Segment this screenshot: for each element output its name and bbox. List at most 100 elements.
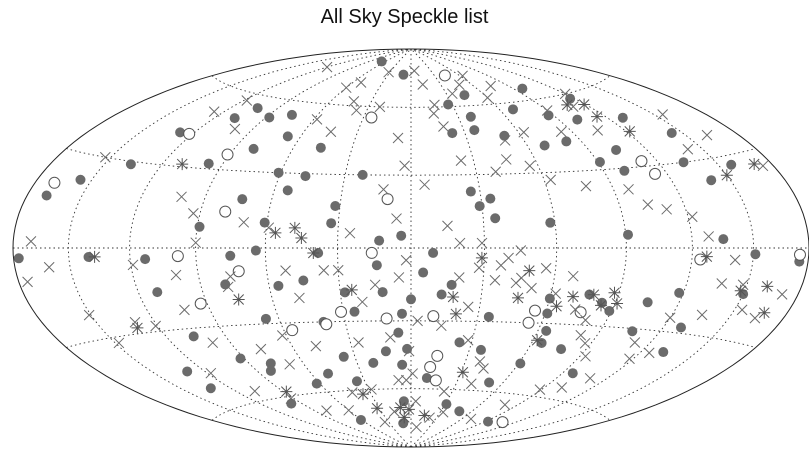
open-circle-point [649,167,662,180]
cross-point [383,66,394,78]
filled-circle-point [248,143,259,154]
filled-circle-point [619,165,630,176]
open-circle-point [635,155,648,168]
filled-circle-point [421,373,432,384]
cross-point [25,235,37,247]
cross-point [541,105,553,116]
cross-point [325,126,337,138]
cross-point [176,191,187,203]
cross-point [374,101,386,113]
filled-circle-point [338,351,349,362]
cross-point [419,179,430,191]
cross-point [567,101,579,112]
filled-circle-point [623,229,634,240]
filled-circle-point [750,249,761,260]
filled-circle-point [428,247,439,258]
filled-circle-point [515,358,526,369]
asterisk-point [720,169,733,182]
asterisk-point [447,291,460,304]
filled-circle-point [539,140,550,151]
cross-point [170,269,182,281]
filled-circle-point [604,305,615,316]
cross-point [207,337,219,349]
filled-circle-point [556,344,567,355]
open-circle-point [171,250,184,263]
filled-circle-point [594,156,605,167]
cross-point [500,154,512,165]
open-circle-point [194,297,207,310]
filled-circle-point [617,112,628,123]
cross-point [344,227,356,239]
filled-circle-point [475,344,486,355]
filled-circle-point [572,114,583,125]
filled-circle-point [260,313,271,324]
asterisk-point [88,250,101,263]
cross-point [716,278,728,289]
open-circle-point [221,148,234,161]
cross-point [285,393,297,404]
cross-point [188,208,199,219]
grid-meridian [410,48,755,448]
filled-circle-point [508,104,519,115]
cross-point [580,180,592,192]
open-circle-point [365,111,378,124]
open-circle-point [438,69,451,82]
cross-point [534,384,546,395]
cross-point [113,337,125,349]
cross-point [343,404,355,416]
asterisk-point [131,321,144,334]
asterisk-point [307,246,320,259]
asterisk-point [700,250,713,263]
filled-circle-point [152,287,163,298]
filled-circle-point [627,326,638,337]
filled-circle-point [465,111,476,122]
cross-point [366,384,377,395]
asterisk-point [449,307,462,320]
cross-point [294,292,305,304]
filled-circle-point [436,289,447,300]
cross-point [393,272,405,283]
filled-circle-point [474,201,485,212]
cross-point [411,421,422,433]
filled-circle-point [484,377,495,388]
filled-circle-point [406,294,416,305]
cross-point [238,216,250,228]
filled-circle-point [454,337,465,348]
asterisk-point [475,251,488,264]
cross-point [729,254,741,266]
filled-circle-point [459,90,470,101]
cross-point [736,304,748,316]
cross-point [515,245,527,256]
grid-meridian [195,48,412,448]
cross-point [321,61,333,73]
filled-circle-point [567,368,578,379]
cross-point [545,174,557,186]
open-circle-point [380,312,393,325]
asterisk-point [418,409,431,422]
asterisk-point [371,402,384,415]
filled-circle-point [75,174,86,185]
cross-point [284,358,296,370]
cross-point [346,387,358,398]
filled-circle-point [229,113,240,124]
filled-circle-point [374,235,385,246]
filled-circle-point [454,406,465,417]
cross-point [478,363,489,374]
filled-circle-point [194,221,205,232]
cross-point [150,320,162,332]
filled-circle-point [611,144,622,155]
filled-circle-point [443,99,454,110]
cross-point [429,99,440,111]
asterisk-point [456,366,469,379]
cross-point [518,126,530,138]
filled-circle-point [706,175,717,186]
filled-circle-point [678,157,689,168]
open-circle-point [529,304,542,317]
asterisk-point [288,221,301,234]
cross-point [384,332,396,343]
filled-circle-point [349,306,360,317]
cross-point [263,222,275,234]
asterisk-point [512,291,525,304]
cross-point [584,372,596,384]
cross-point [737,279,749,291]
